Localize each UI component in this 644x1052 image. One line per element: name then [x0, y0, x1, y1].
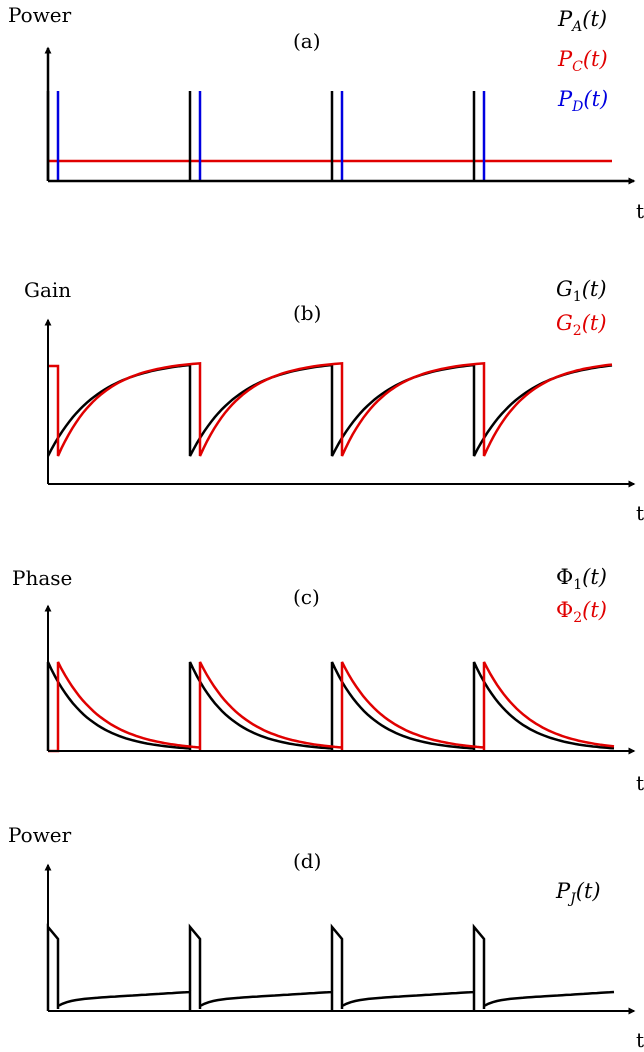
panel-b: Gain (b) t G1(t) G2(t) [24, 277, 644, 525]
panel-c-traces [46, 661, 615, 753]
panel-b-label: (b) [293, 301, 321, 325]
legend-entry-pa: PA(t) [557, 7, 607, 35]
panel-b-legend: G1(t) G2(t) [556, 277, 607, 339]
trace-pj [46, 923, 615, 1011]
panel-d-y-axis-label: Power [8, 823, 72, 847]
panel-d-label: (d) [293, 849, 321, 873]
panel-c-label: (c) [293, 585, 320, 609]
panel-c-x-axis-label: t [636, 771, 644, 795]
trace-phi1 [46, 661, 615, 751]
legend-entry-g1: G1(t) [556, 277, 607, 305]
legend-entry-phi1: Φ1(t) [556, 565, 607, 593]
legend-entry-pc: PC(t) [557, 47, 608, 75]
panel-c: Phase (c) t Φ1(t) Φ2(t) [12, 565, 644, 795]
panel-d: Power (d) t PJ(t) [8, 823, 644, 1052]
trace-phi2 [48, 661, 615, 753]
panel-b-traces [46, 361, 613, 457]
panel-c-legend: Φ1(t) Φ2(t) [556, 565, 607, 626]
panel-a-y-axis-label: Power [8, 3, 72, 27]
panel-a-x-axis-label: t [636, 199, 644, 223]
trace-g1 [46, 363, 613, 457]
panel-a-legend: PA(t) PC(t) PD(t) [557, 7, 608, 115]
panel-c-y-axis-label: Phase [12, 566, 72, 590]
panel-d-legend: PJ(t) [555, 879, 601, 907]
legend-entry-pd: PD(t) [557, 87, 608, 115]
legend-entry-phi2: Φ2(t) [556, 598, 607, 626]
panel-b-y-axis-label: Gain [24, 278, 71, 302]
panel-a: Power (a) t PA(t) PC(t) PD(t) [8, 3, 644, 223]
trace-g2 [48, 361, 613, 457]
panel-a-label: (a) [293, 29, 321, 53]
panel-a-traces [46, 91, 612, 181]
legend-entry-g2: G2(t) [556, 311, 607, 339]
panel-d-traces [46, 923, 615, 1011]
panel-d-x-axis-label: t [636, 1028, 644, 1052]
legend-entry-pj: PJ(t) [555, 879, 601, 907]
panel-b-x-axis-label: t [636, 501, 644, 525]
